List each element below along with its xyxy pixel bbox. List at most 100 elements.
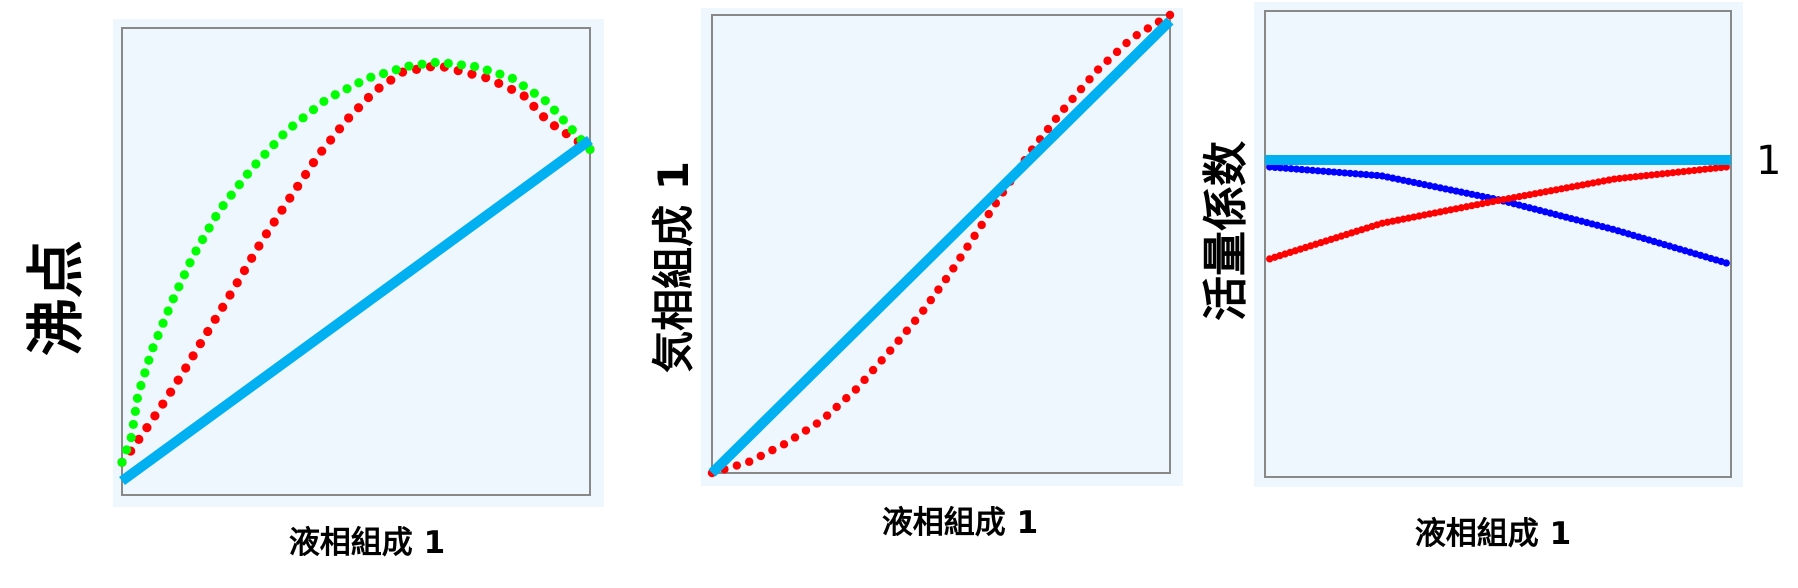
- data-point: [970, 231, 979, 241]
- data-point: [1303, 166, 1311, 174]
- data-point: [1341, 169, 1349, 177]
- x-axis-label: 液相組成 1: [1415, 516, 1571, 552]
- data-point: [1112, 47, 1122, 57]
- data-point: [919, 306, 928, 315]
- data-point: [518, 81, 528, 91]
- data-point: [404, 61, 414, 71]
- data-point: [443, 58, 453, 68]
- data-point: [868, 365, 878, 375]
- data-point: [1626, 173, 1634, 181]
- activity-coefficient-chart: 液相組成 1 活量係数 1: [1199, 2, 1781, 552]
- data-point: [1325, 168, 1333, 176]
- data-point: [877, 356, 886, 365]
- data-point: [363, 92, 374, 103]
- data-point: [494, 78, 504, 89]
- data-point: [226, 190, 236, 200]
- data-point: [963, 242, 972, 251]
- data-point: [1330, 168, 1338, 176]
- y-axis-label: 沸点: [22, 240, 90, 356]
- data-point: [197, 234, 208, 245]
- data-point: [558, 115, 568, 125]
- data-point: [1292, 165, 1301, 173]
- y-tick-label-1: 1: [1756, 138, 1781, 184]
- data-point: [941, 274, 951, 284]
- data-point: [142, 423, 152, 433]
- data-point: [540, 96, 550, 106]
- data-point: [354, 78, 364, 88]
- data-point: [1615, 174, 1624, 183]
- data-point: [288, 121, 298, 131]
- data-point: [1132, 30, 1141, 40]
- data-point: [1043, 124, 1053, 134]
- data-point: [519, 91, 529, 101]
- y-axis-label: 気相組成 1: [649, 161, 698, 373]
- data-point: [158, 399, 168, 409]
- data-point: [285, 193, 295, 203]
- data-point: [1696, 166, 1704, 174]
- data-point: [261, 229, 272, 239]
- data-point: [934, 285, 943, 294]
- data-point: [1722, 259, 1730, 267]
- data-point: [179, 270, 190, 280]
- plot-area: [117, 57, 595, 486]
- data-point: [779, 440, 789, 449]
- data-point: [1276, 164, 1284, 172]
- data-point: [812, 419, 822, 428]
- data-point: [1165, 10, 1175, 20]
- data-point: [1632, 173, 1640, 181]
- data-point: [902, 326, 912, 335]
- data-point: [232, 278, 242, 288]
- data-point: [1637, 172, 1645, 180]
- data-point: [173, 375, 183, 385]
- data-point: [1712, 164, 1720, 172]
- data-point: [1680, 167, 1688, 176]
- data-point: [1068, 94, 1077, 104]
- data-point: [1690, 166, 1698, 175]
- data-point: [269, 217, 279, 227]
- data-point: [128, 419, 138, 430]
- ideal-line: [708, 17, 1174, 477]
- data-point: [174, 282, 184, 292]
- data-point: [1610, 175, 1618, 183]
- dotted-series: [117, 57, 595, 467]
- data-point: [456, 60, 467, 70]
- data-point: [293, 181, 303, 191]
- data-point: [482, 65, 492, 75]
- data-point: [842, 394, 851, 403]
- data-point: [1314, 167, 1322, 175]
- data-point: [1346, 169, 1354, 177]
- data-point: [148, 343, 158, 353]
- data-point: [188, 351, 198, 361]
- data-point: [507, 84, 517, 95]
- data-point: [374, 83, 384, 93]
- data-point: [204, 223, 214, 233]
- data-point: [1059, 104, 1069, 113]
- data-point: [330, 90, 340, 100]
- data-point: [134, 434, 144, 444]
- data-point: [163, 306, 173, 316]
- data-point: [334, 124, 345, 134]
- plot-frame: [1264, 10, 1732, 478]
- data-point: [144, 355, 154, 365]
- data-point: [150, 411, 160, 421]
- data-point: [790, 433, 800, 442]
- data-point: [185, 258, 195, 268]
- ideal-line: [119, 136, 593, 486]
- data-point: [1658, 170, 1666, 178]
- data-point: [822, 411, 832, 420]
- data-point: [1308, 166, 1317, 174]
- data-point: [1664, 169, 1672, 177]
- data-point: [467, 69, 477, 79]
- data-point: [1282, 164, 1290, 172]
- data-point: [801, 426, 811, 435]
- data-point: [277, 205, 287, 215]
- data-point: [1143, 24, 1153, 33]
- data-point: [1653, 170, 1661, 179]
- data-point: [1271, 163, 1279, 171]
- data-point: [211, 211, 221, 222]
- data-point: [1674, 168, 1682, 176]
- data-point: [1076, 84, 1086, 94]
- data-point: [242, 169, 253, 179]
- data-point: [166, 387, 176, 397]
